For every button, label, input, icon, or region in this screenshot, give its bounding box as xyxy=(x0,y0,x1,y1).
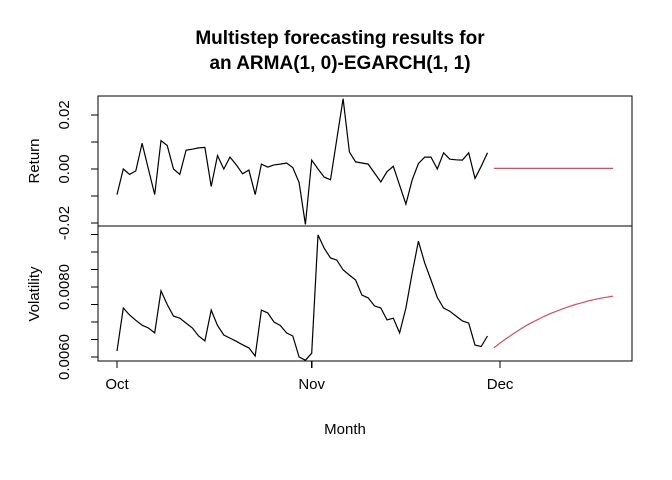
return-observed-line xyxy=(116,98,489,225)
y-tick-label: 0.02 xyxy=(56,100,73,129)
x-axis: Oct Nov Dec xyxy=(105,361,514,393)
volatility-forecast-line xyxy=(493,295,614,349)
return-panel: 0.02 0.00 -0.02 xyxy=(56,95,633,240)
y-tick-label: 0.0060 xyxy=(56,334,73,380)
return-frame xyxy=(97,95,633,227)
y-tick-label: 0.0080 xyxy=(56,264,73,310)
volatility-frame xyxy=(97,225,633,362)
chart-title-line1: Multistep forecasting results for xyxy=(195,28,485,49)
return-axis-label: Return xyxy=(26,138,43,183)
volatility-observed-line xyxy=(116,234,489,361)
volatility-panel: 0.0080 0.0060 xyxy=(56,225,633,380)
x-tick-label: Oct xyxy=(105,376,129,393)
month-axis-label: Month xyxy=(324,421,366,438)
x-tick-label: Dec xyxy=(487,376,514,393)
chart-title-line2: an ARMA(1, 0)-EGARCH(1, 1) xyxy=(209,53,470,74)
x-tick-label: Nov xyxy=(298,376,325,393)
volatility-axis-label: Volatility xyxy=(26,266,43,322)
y-tick-label: 0.00 xyxy=(56,154,73,183)
y-tick-label: -0.02 xyxy=(56,206,73,240)
